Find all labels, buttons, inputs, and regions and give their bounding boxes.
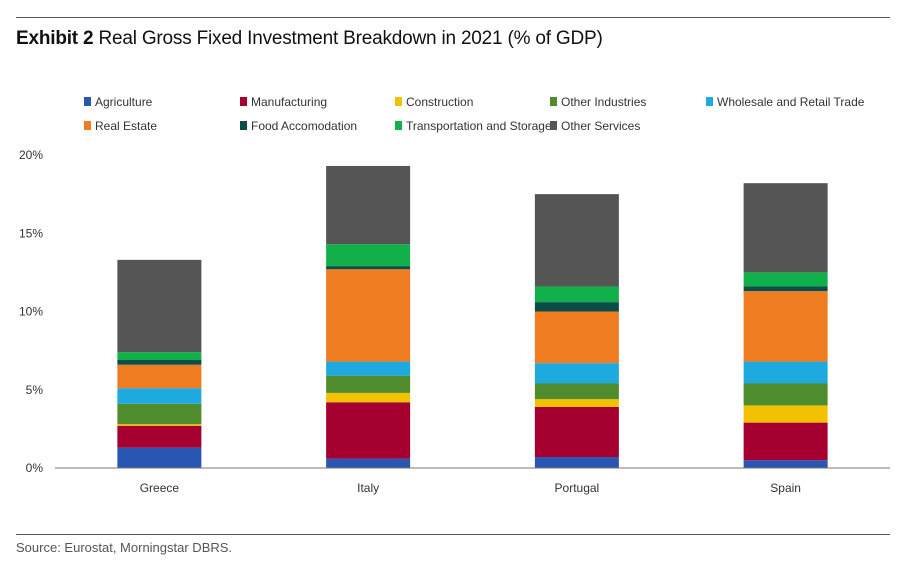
bar-segment-spain-agriculture bbox=[743, 460, 828, 468]
legend-label-other-services: Other Services bbox=[561, 119, 640, 133]
bar-segment-portugal-food-accomodation bbox=[534, 302, 619, 312]
legend-swatch-wholesale-and-retail-trade bbox=[706, 97, 713, 106]
legend-label-agriculture: Agriculture bbox=[95, 95, 153, 109]
bar-segment-greece-real-estate bbox=[117, 364, 202, 389]
bar-segment-italy-real-estate bbox=[326, 269, 411, 362]
source-note: Source: Eurostat, Morningstar DBRS. bbox=[16, 540, 233, 555]
legend-label-food-accomodation: Food Accomodation bbox=[251, 119, 357, 133]
exhibit-label: Exhibit 2 bbox=[16, 28, 94, 49]
bar-segment-italy-construction bbox=[326, 392, 411, 403]
bar-segment-spain-wholesale-and-retail-trade bbox=[743, 361, 828, 384]
bar-segment-greece-other-services bbox=[117, 259, 202, 353]
x-tick-label-portugal: Portugal bbox=[555, 481, 600, 495]
title-text: Real Gross Fixed Investment Breakdown in… bbox=[98, 28, 603, 49]
top-rule bbox=[16, 17, 890, 18]
y-tick-label: 15% bbox=[19, 226, 43, 240]
bar-segment-spain-other-industries bbox=[743, 383, 828, 406]
bar-segment-greece-food-accomodation bbox=[117, 360, 202, 365]
bar-segment-greece-other-industries bbox=[117, 403, 202, 425]
bar-segment-portugal-wholesale-and-retail-trade bbox=[534, 363, 619, 384]
legend-label-real-estate: Real Estate bbox=[95, 119, 157, 133]
legend-label-construction: Construction bbox=[406, 95, 473, 109]
legend-swatch-manufacturing bbox=[240, 97, 247, 106]
bar-segment-greece-agriculture bbox=[117, 447, 202, 468]
legend-label-other-industries: Other Industries bbox=[561, 95, 646, 109]
bar-segment-portugal-other-services bbox=[534, 194, 619, 287]
bar-segment-italy-other-industries bbox=[326, 375, 411, 393]
bar-segment-spain-food-accomodation bbox=[743, 286, 828, 292]
bar-segment-italy-manufacturing bbox=[326, 402, 411, 459]
stacked-bar-chart: Agriculture Manufacturing Construction Othe… bbox=[19, 95, 890, 495]
legend-swatch-real-estate bbox=[84, 121, 91, 130]
chart-title: Exhibit 2 Real Gross Fixed Investment Br… bbox=[16, 28, 603, 50]
x-tick-label-italy: Italy bbox=[357, 481, 379, 495]
bar-segment-portugal-other-industries bbox=[534, 383, 619, 400]
bar-segment-italy-wholesale-and-retail-trade bbox=[326, 361, 411, 376]
y-tick-label: 5% bbox=[26, 383, 44, 397]
bar-segment-portugal-construction bbox=[534, 399, 619, 407]
x-tick-label-greece: Greece bbox=[140, 481, 180, 495]
legend-label-transportation-and-storage: Transportation and Storage bbox=[406, 119, 552, 133]
bar-segment-italy-transportation-and-storage bbox=[326, 244, 411, 267]
y-tick-label: 10% bbox=[19, 305, 43, 319]
bar-segment-greece-transportation-and-storage bbox=[117, 352, 202, 361]
bar-segment-greece-wholesale-and-retail-trade bbox=[117, 388, 202, 404]
bar-segment-greece-construction bbox=[117, 424, 202, 426]
bar-segment-portugal-agriculture bbox=[534, 457, 619, 468]
bar-segment-portugal-real-estate bbox=[534, 311, 619, 364]
bar-segment-portugal-manufacturing bbox=[534, 406, 619, 458]
bar-segment-greece-manufacturing bbox=[117, 425, 202, 448]
x-tick-label-spain: Spain bbox=[770, 481, 801, 495]
bar-segment-italy-food-accomodation bbox=[326, 266, 411, 270]
bar-segment-italy-agriculture bbox=[326, 458, 411, 468]
legend-swatch-transportation-and-storage bbox=[395, 121, 402, 130]
bottom-rule bbox=[16, 534, 890, 535]
legend-swatch-agriculture bbox=[84, 97, 91, 106]
bar-segment-spain-manufacturing bbox=[743, 422, 828, 461]
legend-swatch-other-industries bbox=[550, 97, 557, 106]
y-tick-label: 20% bbox=[19, 148, 43, 162]
bar-segment-spain-transportation-and-storage bbox=[743, 272, 828, 287]
bar-segment-spain-real-estate bbox=[743, 291, 828, 362]
legend-swatch-construction bbox=[395, 97, 402, 106]
legend-label-wholesale-and-retail-trade: Wholesale and Retail Trade bbox=[717, 95, 865, 109]
bar-segment-spain-construction bbox=[743, 405, 828, 423]
bar-segment-italy-other-services bbox=[326, 165, 411, 245]
bar-segment-portugal-transportation-and-storage bbox=[534, 286, 619, 303]
bar-segment-spain-other-services bbox=[743, 183, 828, 273]
y-tick-label: 0% bbox=[26, 461, 44, 475]
legend-swatch-other-services bbox=[550, 121, 557, 130]
legend-label-manufacturing: Manufacturing bbox=[251, 95, 327, 109]
legend-swatch-food-accomodation bbox=[240, 121, 247, 130]
